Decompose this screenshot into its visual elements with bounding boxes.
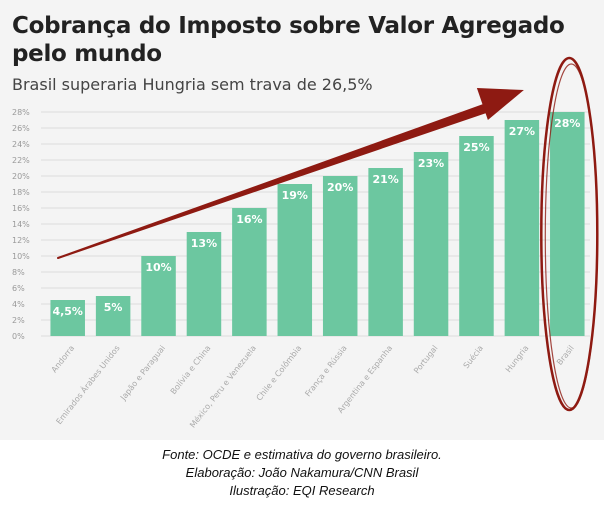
category-label: Portugal — [412, 344, 439, 376]
category-label: Andorra — [50, 344, 77, 375]
y-tick-label: 18% — [12, 188, 30, 197]
category-label: Japão e Paraguai — [118, 344, 167, 403]
category-label: Chile e Colômbia — [254, 343, 304, 403]
bar — [550, 112, 585, 336]
data-label: 19% — [282, 189, 308, 202]
y-tick-label: 12% — [12, 236, 30, 245]
data-label: 5% — [104, 301, 123, 314]
category-label: França e Rússia — [303, 344, 349, 399]
arrow-head — [476, 88, 524, 120]
bar — [232, 208, 267, 336]
bar — [413, 152, 449, 336]
bar-chart: 0% 2% 4% 6% 8% 10% 12% 14% 16% 18% 20% 22% 24% 26% 28%… — [12, 56, 599, 430]
bar — [322, 176, 358, 336]
data-label: 28% — [554, 117, 580, 130]
data-label: 27% — [509, 125, 535, 138]
y-tick-label: 6% — [12, 284, 25, 293]
data-label: 16% — [236, 213, 262, 226]
author-credit: Elaboração: João Nakamura/CNN Brasil — [185, 465, 419, 480]
data-label: 21% — [372, 173, 398, 186]
data-label: 23% — [418, 157, 444, 170]
category-label: Brasil — [555, 344, 576, 367]
y-tick-label: 24% — [12, 140, 30, 149]
bar — [141, 256, 176, 336]
data-label: 25% — [463, 141, 489, 154]
data-label: 4,5% — [52, 305, 83, 318]
data-label: 20% — [327, 181, 353, 194]
y-tick-label: 4% — [12, 300, 25, 309]
y-tick-label: 0% — [12, 332, 25, 341]
chart-subtitle: Brasil superaria Hungria sem trava de 26… — [12, 75, 373, 94]
bar — [459, 136, 494, 336]
chart-title: Cobrança do Imposto sobre Valor Agregado… — [12, 13, 565, 67]
illustration-credit: Ilustração: EQI Research — [229, 483, 375, 498]
highlight-ellipse-stroke — [544, 63, 598, 409]
y-tick-label: 2% — [12, 316, 25, 325]
category-label: Hungria — [504, 344, 531, 375]
y-tick-label: 26% — [12, 124, 30, 133]
category-label: Suécia — [461, 343, 485, 370]
y-tick-label: 22% — [12, 156, 30, 165]
bar — [368, 168, 403, 336]
data-label: 10% — [145, 261, 171, 274]
y-tick-label: 28% — [12, 108, 30, 117]
source-credit: Fonte: OCDE e estimativa do governo bras… — [162, 447, 442, 462]
bar — [95, 296, 131, 336]
data-label: 13% — [191, 237, 217, 250]
y-tick-label: 20% — [12, 172, 30, 181]
y-tick-label: 16% — [12, 204, 30, 213]
category-label: Bolívia e China — [169, 344, 213, 397]
y-tick-label: 10% — [12, 252, 30, 261]
y-tick-label: 14% — [12, 220, 30, 229]
bar — [504, 120, 540, 336]
bar — [186, 232, 222, 336]
bar — [277, 184, 313, 336]
chart-panel: Cobrança do Imposto sobre Valor Agregado… — [0, 0, 604, 440]
bar — [50, 300, 85, 336]
y-tick-label: 8% — [12, 268, 25, 277]
